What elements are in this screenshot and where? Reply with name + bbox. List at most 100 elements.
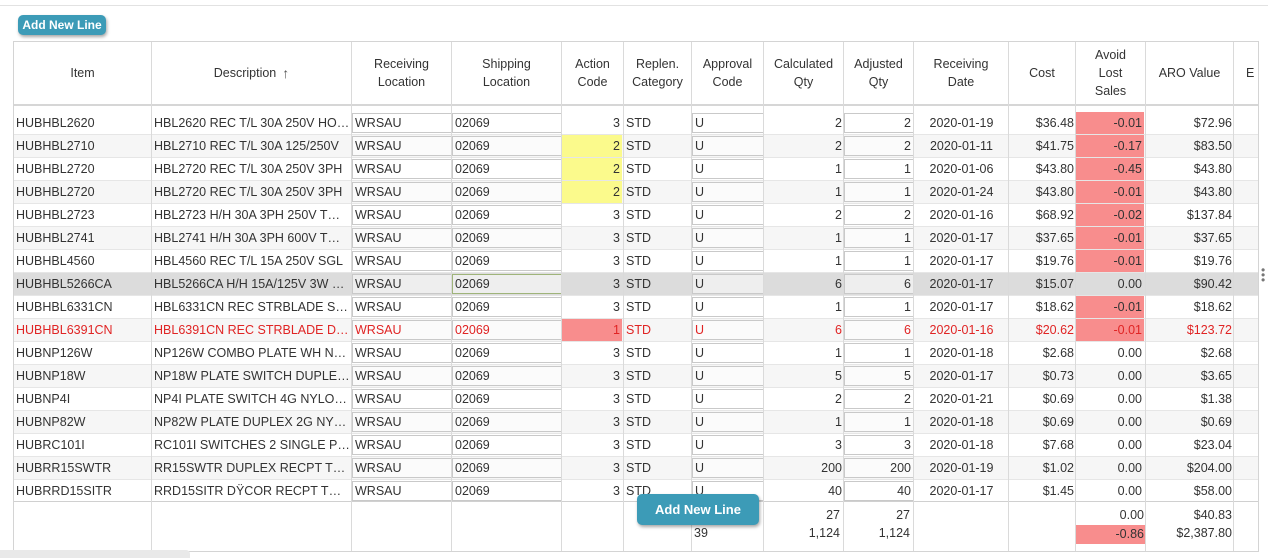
table-row[interactable]: HUBHBL2620 HBL2620 REC T/L 30A 250V HOSP … [14,112,1258,135]
column-header-aro[interactable]: ARO Value [1146,42,1234,104]
cell-sloc[interactable]: 02069 [452,251,562,271]
cell-approval[interactable]: U [692,136,764,156]
cell-approval[interactable]: U [692,228,764,248]
cell-sloc[interactable]: 02069 [452,366,562,386]
cell-rloc[interactable]: WRSAU [352,389,452,409]
cell-approval[interactable]: U [692,389,764,409]
cell-approval[interactable]: U [692,182,764,202]
column-header-rdate[interactable]: Receiving Date [914,42,1009,104]
cell-sloc[interactable]: 02069 [452,228,562,248]
cell-adj[interactable]: 2 [844,389,914,409]
cell-rloc[interactable]: WRSAU [352,412,452,432]
add-new-line-button[interactable]: Add New Line [18,15,106,35]
cell-approval[interactable]: U [692,274,764,294]
cell-rloc[interactable]: WRSAU [352,113,452,133]
table-row[interactable]: HUBRR15SWTR RR15SWTR DUPLEX RECPT TR WH WR… [14,457,1258,480]
sort-ascending-icon[interactable]: ↑ [282,65,290,81]
table-row[interactable]: HUBHBL2710 HBL2710 REC T/L 30A 125/250V WR… [14,135,1258,158]
cell-sloc[interactable]: 02069 [452,458,562,478]
cell-rloc[interactable]: WRSAU [352,343,452,363]
cell-adj[interactable]: 2 [844,136,914,156]
cell-adj[interactable]: 2 [844,205,914,225]
cell-adj[interactable]: 200 [844,458,914,478]
cell-sloc[interactable]: 02069 [452,320,562,340]
column-header-extra[interactable]: E [1234,42,1258,104]
table-row[interactable]: HUBNP126W NP126W COMBO PLATE WH NYLON WRSA… [14,342,1258,365]
column-header-adj[interactable]: Adjusted Qty [844,42,914,104]
cell-rloc[interactable]: WRSAU [352,205,452,225]
cell-approval[interactable]: U [692,251,764,271]
table-row[interactable]: HUBHBL2723 HBL2723 H/H 30A 3PH 250V TWIST… [14,204,1258,227]
cell-rloc[interactable]: WRSAU [352,435,452,455]
cell-rloc[interactable]: WRSAU [352,297,452,317]
cell-sloc[interactable]: 02069 [452,274,562,294]
cell-approval[interactable]: U [692,412,764,432]
table-row[interactable]: HUBHBL4560 HBL4560 REC T/L 15A 250V SGL WR… [14,250,1258,273]
cell-adj[interactable]: 1 [844,343,914,363]
cell-sloc[interactable]: 02069 [452,481,562,501]
table-row[interactable]: HUBHBL2720 HBL2720 REC T/L 30A 250V 3PH WR… [14,158,1258,181]
horizontal-scrollbar[interactable] [0,550,190,558]
cell-rloc[interactable]: WRSAU [352,481,452,501]
cell-rloc[interactable]: WRSAU [352,136,452,156]
column-header-desc[interactable]: Description ↑ [152,42,352,104]
cell-approval[interactable]: U [692,366,764,386]
table-row[interactable]: HUBHBL6391CN HBL6391CN REC STRBLADE DPLX W… [14,319,1258,342]
column-header-sloc[interactable]: Shipping Location [452,42,562,104]
table-row[interactable]: HUBNP4I NP4I PLATE SWITCH 4G NYLON IV WRSA… [14,388,1258,411]
cell-rloc[interactable]: WRSAU [352,458,452,478]
column-header-replen[interactable]: Replen. Category [624,42,692,104]
cell-rloc[interactable]: WRSAU [352,251,452,271]
cell-sloc[interactable]: 02069 [452,159,562,179]
cell-sloc[interactable]: 02069 [452,297,562,317]
cell-rloc[interactable]: WRSAU [352,274,452,294]
cell-adj[interactable]: 2 [844,113,914,133]
cell-sloc[interactable]: 02069 [452,435,562,455]
cell-rloc[interactable]: WRSAU [352,182,452,202]
column-header-avoid[interactable]: Avoid Lost Sales [1076,42,1146,104]
cell-approval[interactable]: U [692,435,764,455]
cell-sloc[interactable]: 02069 [452,113,562,133]
add-new-line-floating-button[interactable]: Add New Line [637,494,759,525]
cell-approval[interactable]: U [692,205,764,225]
cell-approval[interactable]: U [692,343,764,363]
cell-adj[interactable]: 1 [844,297,914,317]
cell-approval[interactable]: U [692,113,764,133]
cell-adj[interactable]: 1 [844,251,914,271]
cell-sloc[interactable]: 02069 [452,182,562,202]
column-header-action[interactable]: Action Code [562,42,624,104]
table-row[interactable]: HUBRC101I RC101I SWITCHES 2 SINGLE POLE I… [14,434,1258,457]
cell-adj[interactable]: 1 [844,412,914,432]
column-header-approval[interactable]: Approval Code [692,42,764,104]
table-row[interactable]: HUBHBL2741 HBL2741 H/H 30A 3PH 600V TWIST… [14,227,1258,250]
cell-adj[interactable]: 3 [844,435,914,455]
cell-approval[interactable]: U [692,297,764,317]
cell-sloc[interactable]: 02069 [452,136,562,156]
cell-approval[interactable]: U [692,159,764,179]
cell-rloc[interactable]: WRSAU [352,159,452,179]
cell-rloc[interactable]: WRSAU [352,366,452,386]
cell-adj[interactable]: 1 [844,159,914,179]
cell-sloc[interactable]: 02069 [452,412,562,432]
cell-adj[interactable]: 6 [844,320,914,340]
cell-approval[interactable]: U [692,320,764,340]
table-row[interactable]: HUBRRD15SITR RRD15SITR DŸCOR RECPT TR WH W… [14,480,1258,503]
table-row[interactable]: HUBHBL2720 HBL2720 REC T/L 30A 250V 3PH WR… [14,181,1258,204]
table-row[interactable]: HUBNP18W NP18W PLATE SWITCH DUPLEX WH WRSA… [14,365,1258,388]
cell-sloc[interactable]: 02069 [452,205,562,225]
cell-adj[interactable]: 1 [844,228,914,248]
column-header-rloc[interactable]: Receiving Location [352,42,452,104]
cell-approval[interactable]: U [692,458,764,478]
column-header-cost[interactable]: Cost [1009,42,1076,104]
cell-adj[interactable]: 5 [844,366,914,386]
table-row[interactable]: HUBHBL6331CN HBL6331CN REC STRBLADE SGL WR… [14,296,1258,319]
cell-rloc[interactable]: WRSAU [352,228,452,248]
cell-adj[interactable]: 6 [844,274,914,294]
table-row[interactable]: HUBHBL5266CA HBL5266CA H/H 15A/125V 3W PL… [14,273,1258,296]
column-header-item[interactable]: Item [14,42,152,104]
cell-rloc[interactable]: WRSAU [352,320,452,340]
cell-sloc[interactable]: 02069 [452,389,562,409]
column-resize-handle-icon[interactable]: • • • [1261,263,1266,287]
table-row[interactable]: HUBNP82W NP82W PLATE DUPLEX 2G NYLON WHWR… [14,411,1258,434]
cell-sloc[interactable]: 02069 [452,343,562,363]
